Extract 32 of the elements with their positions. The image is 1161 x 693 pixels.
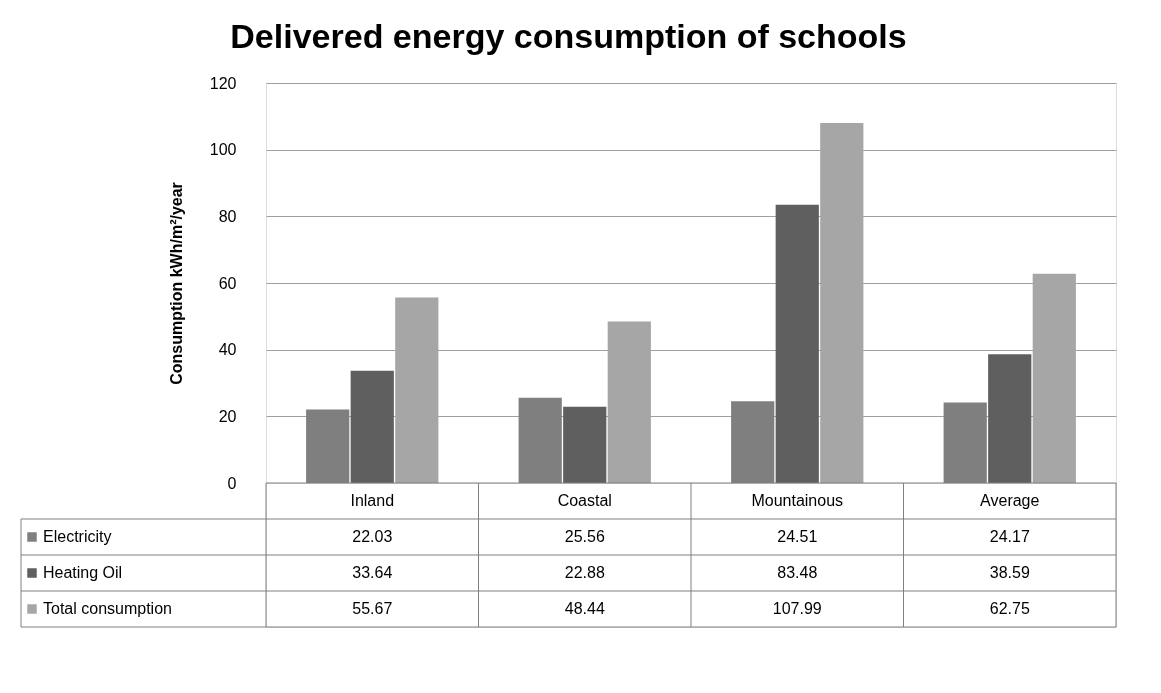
data-label: 62.75	[989, 600, 1030, 617]
y-tick-label: 80	[218, 207, 237, 225]
y-tick-label: 60	[218, 274, 237, 292]
data-label: 24.51	[777, 528, 818, 545]
data-label: 107.99	[772, 600, 822, 617]
data-label: 25.56	[564, 528, 605, 545]
y-tick-label: 120	[209, 74, 237, 92]
y-tick-label: 100	[209, 141, 237, 159]
data-label: 38.59	[989, 564, 1030, 581]
bar	[775, 204, 819, 483]
data-label: 55.67	[352, 600, 393, 617]
legend-label: Heating Oil	[43, 564, 123, 581]
y-tick-label: 40	[218, 341, 237, 359]
x-tick-label: Inland	[350, 492, 395, 509]
legend-label: Total consumption	[43, 600, 172, 617]
data-label: 22.88	[564, 564, 605, 581]
y-axis-title: Consumption kWh/m²/year	[167, 182, 185, 385]
bar	[988, 354, 1032, 483]
data-label: 33.64	[352, 564, 393, 581]
x-tick-label: Coastal	[557, 492, 612, 509]
legend-label: Electricity	[43, 528, 112, 545]
bar	[350, 370, 394, 483]
y-tick-label: 20	[218, 407, 237, 425]
data-label: 22.03	[352, 528, 393, 545]
x-tick-label: Mountainous	[751, 492, 844, 509]
data-label: 83.48	[777, 564, 818, 581]
x-tick-label: Average	[980, 492, 1040, 509]
bar	[563, 406, 607, 483]
y-tick-label: 0	[227, 474, 237, 492]
data-label: 48.44	[564, 600, 605, 617]
chart-title: Delivered energy consumption of schools	[230, 16, 907, 55]
data-label: 24.17	[989, 528, 1030, 545]
